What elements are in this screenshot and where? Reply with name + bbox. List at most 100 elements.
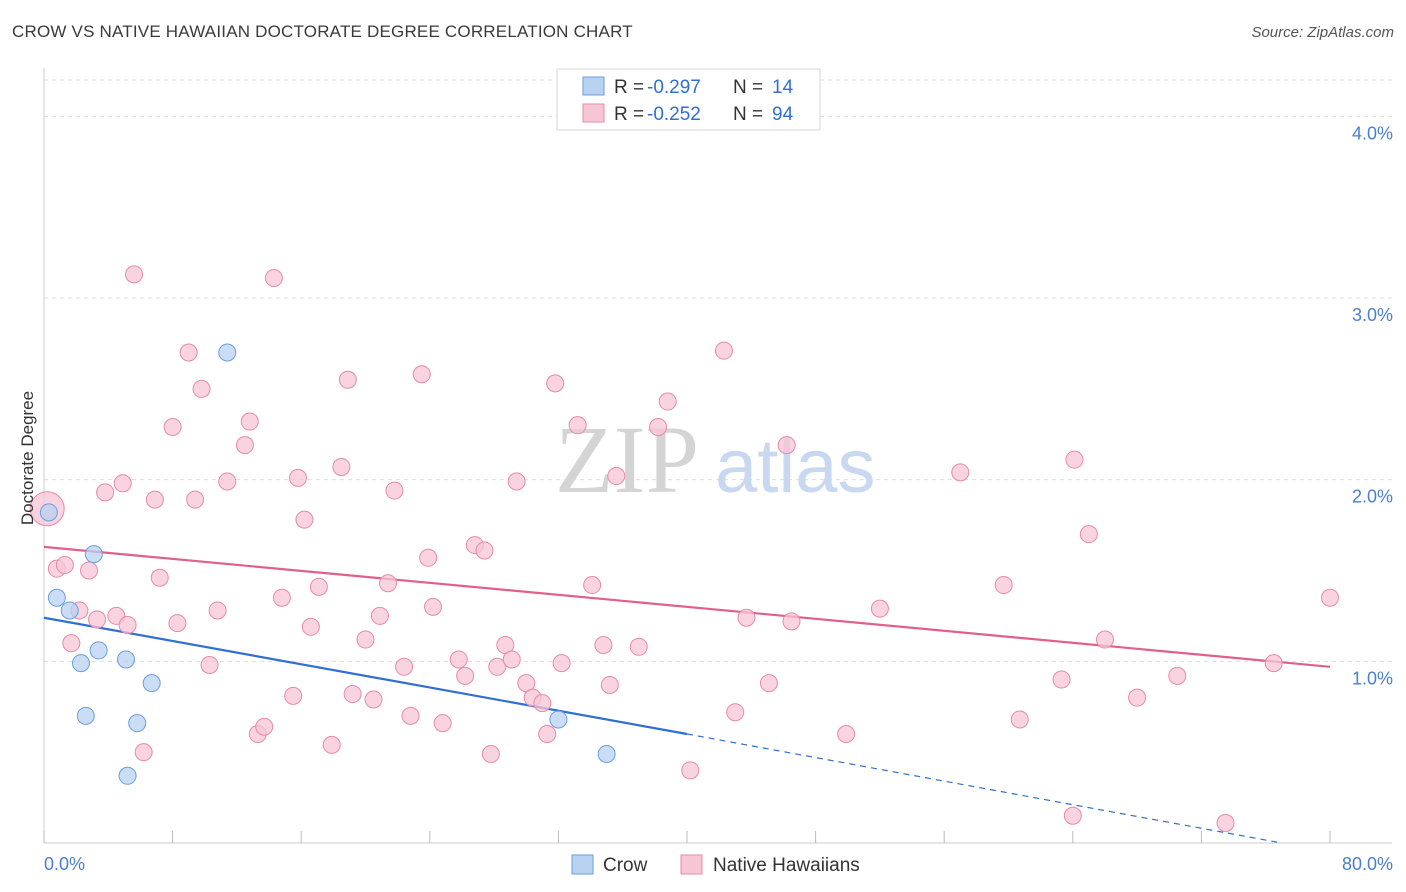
legend-r-value-nh: -0.252 [647, 104, 701, 125]
data-point-nh [240, 412, 259, 431]
data-point-nh [507, 472, 526, 491]
legend-n-value-nh: 94 [772, 104, 794, 125]
data-point-nh [600, 675, 619, 694]
data-point-nh [385, 481, 404, 500]
data-point-nh [951, 463, 970, 482]
data-point-crow [89, 641, 108, 660]
data-point-nh [118, 616, 137, 634]
data-point-nh [449, 650, 468, 669]
legend-n-value-crow: 14 [772, 77, 794, 98]
data-point-crow [60, 601, 79, 620]
data-point-nh [433, 714, 452, 733]
data-point-nh [186, 490, 205, 509]
data-point-crow [218, 343, 237, 362]
y-tick-label: 2.0% [1352, 487, 1393, 507]
trend-line-nh [43, 545, 1331, 668]
data-point-nh [370, 606, 389, 625]
data-point-nh [168, 614, 187, 633]
data-point-nh [1052, 670, 1071, 689]
trend-lines [43, 545, 1331, 844]
data-point-nh [1216, 814, 1235, 833]
grid-lines [44, 79, 1392, 662]
data-point-nh [338, 370, 357, 389]
data-point-nh [1079, 525, 1098, 544]
x-tick-label-start: 0.0% [44, 854, 85, 874]
data-point-nh [456, 666, 475, 685]
data-point-nh [255, 717, 274, 736]
trend-line-crow [43, 616, 688, 736]
y-axis-label: Doctorate Degree [18, 391, 37, 525]
data-point-crow [549, 710, 568, 729]
data-point-nh [681, 761, 700, 780]
chart-title: CROW VS NATIVE HAWAIIAN DOCTORATE DEGREE… [12, 22, 633, 41]
legend-n-label-nh: N = [733, 104, 763, 125]
data-point-nh [401, 706, 420, 725]
data-point-nh [629, 637, 648, 656]
data-point-crow [76, 706, 95, 725]
legend-r-label-crow: R = [614, 77, 644, 98]
watermark: ZIP atlas [555, 406, 876, 513]
data-point-crow [71, 654, 90, 673]
data-point-crow [116, 650, 135, 669]
data-point-nh [870, 599, 889, 618]
data-point-nh [364, 690, 383, 709]
data-point-nh [1128, 688, 1147, 707]
data-point-crow [47, 588, 66, 607]
data-point-nh [568, 416, 587, 435]
data-point-nh [533, 694, 552, 713]
data-point-nh [288, 468, 307, 487]
bottom-legend-label-crow: Crow [603, 855, 648, 876]
data-point-nh [538, 725, 557, 743]
data-point-nh [658, 392, 677, 411]
data-point-nh [145, 490, 164, 509]
data-point-nh [295, 510, 314, 529]
data-point-nh [583, 576, 602, 595]
data-point-crow [39, 503, 58, 522]
legend-r-label-nh: R = [614, 104, 644, 125]
data-point-nh [782, 612, 801, 631]
data-point-nh [737, 608, 756, 627]
watermark-atlas: atlas [715, 424, 876, 509]
data-point-nh [552, 654, 571, 673]
data-point-nh [192, 379, 211, 398]
data-point-nh [134, 743, 153, 762]
x-tick-labels: 0.0% 80.0% [44, 854, 1393, 874]
data-point-nh [488, 657, 507, 676]
data-point-nh [994, 576, 1013, 595]
data-point-nh [55, 556, 74, 575]
data-point-nh [726, 703, 745, 722]
data-point-nh [301, 617, 320, 636]
data-point-nh [218, 472, 237, 491]
data-point-nh [96, 483, 115, 502]
data-point-nh [1065, 450, 1084, 469]
data-point-nh [759, 674, 778, 693]
data-point-nh [546, 374, 565, 393]
data-point-nh [1010, 710, 1029, 729]
data-point-nh [607, 467, 626, 486]
data-point-nh [284, 686, 303, 705]
bottom-legend-swatch-crow [571, 854, 594, 875]
axes [43, 68, 1392, 844]
data-point-nh [419, 548, 438, 567]
data-point-nh [113, 474, 132, 493]
data-point-nh [272, 588, 291, 607]
data-point-nh [88, 610, 107, 629]
data-point-nh [1168, 666, 1187, 685]
data-point-nh [502, 650, 521, 669]
data-point-nh [475, 541, 494, 560]
bottom-legend-label-nh: Native Hawaiians [713, 855, 860, 876]
data-point-nh [322, 735, 341, 754]
y-tick-label: 3.0% [1352, 305, 1393, 325]
data-point-crow [142, 674, 161, 693]
bottom-legend: Crow Native Hawaiians [571, 854, 860, 876]
data-point-nh [179, 343, 198, 362]
data-point-nh [343, 685, 362, 704]
source-label: Source: ZipAtlas.com [1251, 24, 1394, 41]
x-tick-label-end: 80.0% [1342, 854, 1393, 874]
legend-r-value-crow: -0.297 [647, 77, 701, 98]
data-point-nh [1264, 654, 1283, 673]
data-point-nh [1321, 588, 1339, 607]
data-point-nh [208, 601, 227, 620]
data-point-nh [395, 657, 414, 676]
